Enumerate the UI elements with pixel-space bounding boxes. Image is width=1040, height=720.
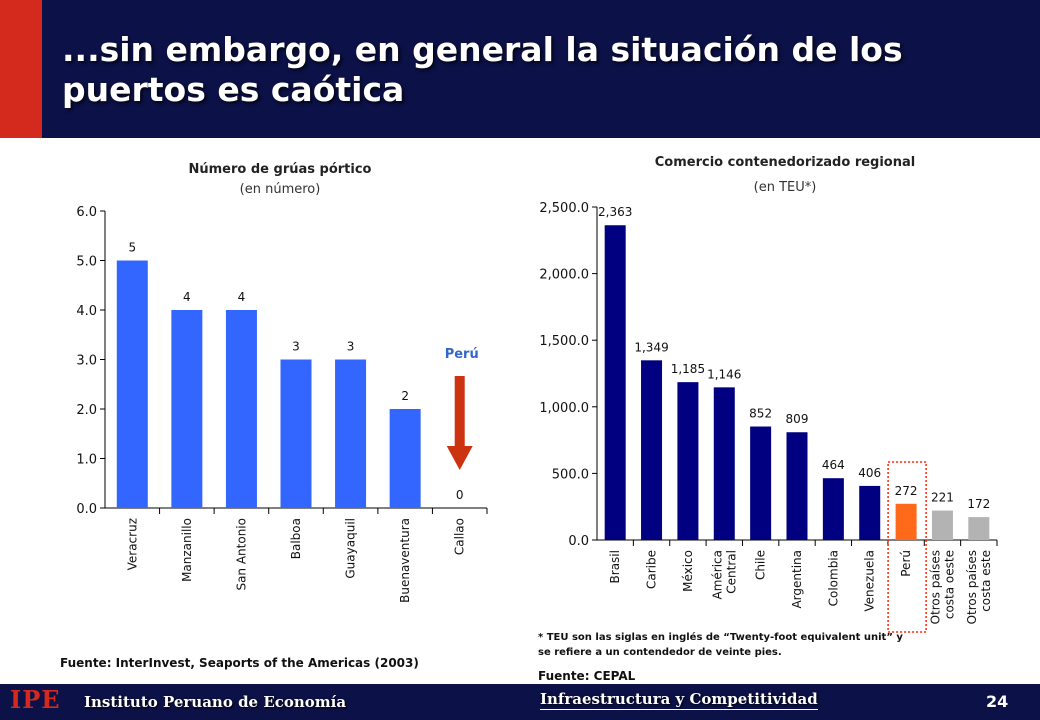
category-label: México <box>681 550 695 592</box>
category-label: América <box>710 550 724 600</box>
left-chart-subtitle: (en número) <box>239 182 321 197</box>
category-label: Central <box>724 550 738 594</box>
bar <box>335 359 367 508</box>
ipe-logo: IPE <box>10 685 61 714</box>
bar <box>389 409 421 508</box>
slide-title: ...sin embargo, en general la situación … <box>62 30 903 109</box>
slide-footer <box>0 684 1040 720</box>
category-label: Callao <box>453 518 467 555</box>
bar <box>750 426 772 540</box>
right-chart-subtitle: (en TEU*) <box>753 180 817 195</box>
category-label: Manzanillo <box>180 518 194 582</box>
arrow-shaft <box>454 376 465 446</box>
category-label: Otros países <box>928 550 942 624</box>
data-label: 3 <box>347 340 355 354</box>
y-tick-label: 2,000.0 <box>539 268 589 283</box>
data-label: 809 <box>786 412 809 426</box>
data-label: 272 <box>895 484 918 498</box>
arrow-down-icon <box>446 446 473 470</box>
bar <box>116 260 148 508</box>
data-label: 2 <box>401 389 409 403</box>
data-label: 3 <box>292 340 300 354</box>
bar <box>280 359 312 508</box>
data-label: 406 <box>858 466 881 480</box>
bar <box>604 225 626 540</box>
y-tick-label: 0.0 <box>76 502 97 517</box>
y-tick-label: 4.0 <box>76 304 97 319</box>
category-label: Veracruz <box>125 518 139 570</box>
bar <box>641 360 663 540</box>
section-name: Infraestructura y Competitividad <box>540 690 818 710</box>
y-tick-label: 5.0 <box>76 255 97 270</box>
category-label: Brasil <box>608 550 622 583</box>
institute-name: Instituto Peruano de Economía <box>84 693 347 711</box>
y-tick-label: 1,000.0 <box>539 401 589 416</box>
bar <box>931 510 953 540</box>
y-tick-label: 1,500.0 <box>539 334 589 349</box>
y-tick-label: 2.0 <box>76 403 97 418</box>
left-chart: 0.0 1.0 2.0 3.0 4.0 5.0 6.0 5 Veracruz 4 Manzanill… <box>76 205 488 603</box>
y-tick-label: 3.0 <box>76 354 97 369</box>
teu-footnote: * TEU son las siglas en inglés de “Twent… <box>538 632 903 658</box>
category-label: Otros países <box>965 550 979 624</box>
category-label: Colombia <box>826 550 840 606</box>
y-tick-label: 6.0 <box>76 205 97 220</box>
data-label: 852 <box>749 407 772 421</box>
bar <box>225 310 257 508</box>
bar <box>859 485 881 540</box>
data-label: 0 <box>456 488 464 502</box>
data-label: 1,185 <box>671 362 705 376</box>
category-label: costa oeste <box>942 550 956 619</box>
slide-header <box>0 0 1040 138</box>
data-label: 5 <box>128 241 136 255</box>
right-chart-source: Fuente: CEPAL <box>538 669 636 683</box>
peru-annotation: Perú <box>445 347 479 362</box>
y-tick-label: 0.0 <box>568 534 589 549</box>
category-label: San Antonio <box>234 518 248 591</box>
data-label: 1,349 <box>634 340 668 354</box>
header-accent-bar <box>0 0 42 138</box>
data-label: 221 <box>931 491 954 505</box>
category-label: costa este <box>979 550 993 612</box>
bar <box>171 310 203 508</box>
category-label: Buenaventura <box>398 518 412 603</box>
left-chart-source: Fuente: InterInvest, Seaports of the Ame… <box>60 656 419 670</box>
category-label: Guayaquil <box>344 518 358 579</box>
bar <box>895 503 917 540</box>
bar <box>786 432 808 540</box>
right-chart-title: Comercio contenedorizado regional <box>654 155 916 170</box>
y-tick-label: 1.0 <box>76 453 97 468</box>
bar <box>677 382 699 540</box>
category-label: Argentina <box>790 550 804 609</box>
category-label: Balboa <box>289 518 303 559</box>
category-label: Venezuela <box>863 550 877 612</box>
category-label: Caribe <box>645 550 659 589</box>
bar <box>713 387 735 540</box>
data-label: 4 <box>238 290 246 304</box>
data-label: 1,146 <box>707 367 741 381</box>
data-label: 172 <box>967 497 990 511</box>
right-chart: 0.0 500.0 1,000.0 1,500.0 2,000.0 2,500.0 2,36… <box>539 201 998 633</box>
y-tick-label: 500.0 <box>552 467 589 482</box>
data-label: 4 <box>183 290 191 304</box>
category-label: Perú <box>899 550 913 577</box>
data-label: 2,363 <box>598 205 632 219</box>
bar <box>968 517 990 540</box>
data-label: 464 <box>822 458 845 472</box>
left-chart-title: Número de grúas pórtico <box>188 162 372 177</box>
bar <box>822 478 844 540</box>
page-number: 24 <box>986 692 1009 711</box>
category-label: Chile <box>754 550 768 580</box>
y-tick-label: 2,500.0 <box>539 201 589 216</box>
